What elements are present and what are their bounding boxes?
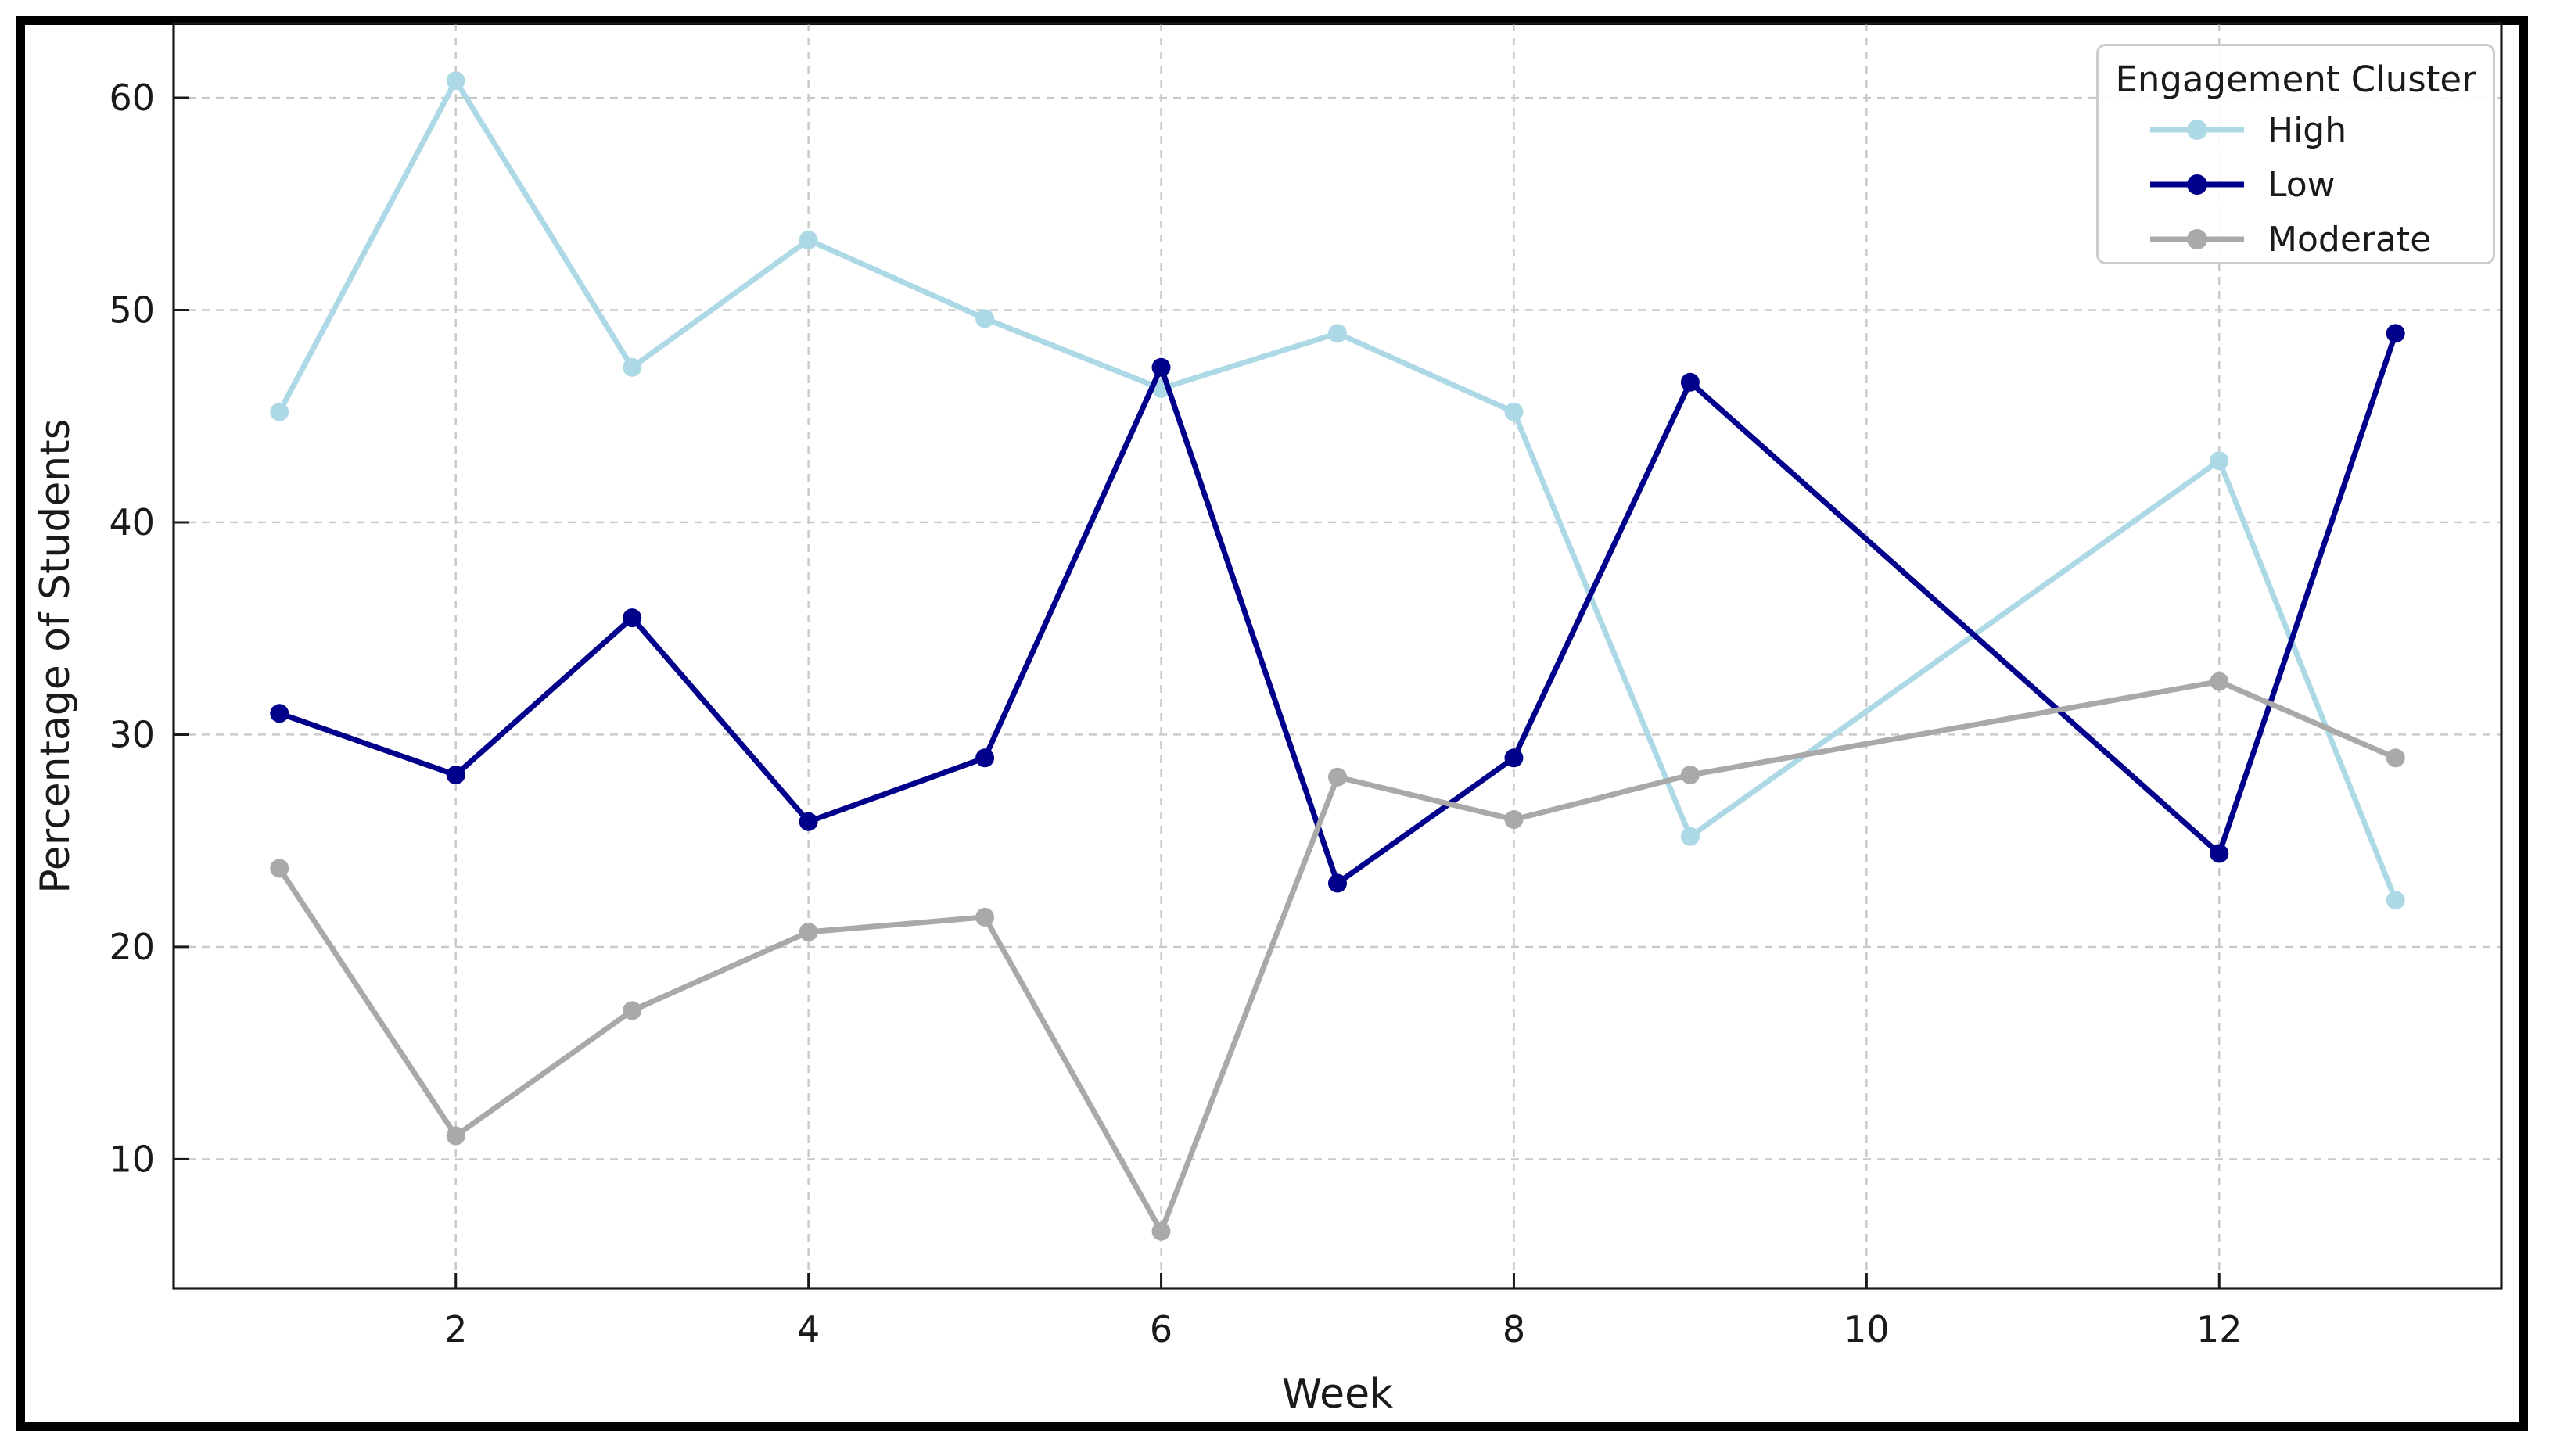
data-point-moderate-week1 [270,859,289,878]
data-point-high-week9 [1680,827,1700,846]
data-point-low-week1 [270,704,289,723]
series-line-moderate [276,679,2399,1235]
data-point-high-week3 [623,357,642,377]
x-tick-label: 12 [2196,1308,2242,1350]
x-tick-label: 8 [1503,1308,1525,1350]
data-point-low-week13 [2386,324,2405,343]
data-point-low-week4 [799,812,818,831]
legend-title: Engagement Cluster [2115,59,2476,100]
y-tick-label: 50 [109,289,155,331]
legend-swatch-moderate-icon [2150,229,2244,249]
data-point-moderate-week3 [623,1001,642,1020]
y-tick-label: 20 [109,926,155,968]
legend-entry-high: High [2114,102,2477,157]
data-point-high-week13 [2386,891,2405,910]
axes-layer: 2 4 6 8 10 12 10 20 30 40 50 60 [109,22,2503,1350]
data-point-high-week7 [1328,324,1347,343]
legend-entry-moderate: Moderate [2114,212,2477,267]
data-point-moderate-week7 [1328,767,1347,787]
series-line-low [276,330,2399,886]
legend-entry-low: Low [2114,157,2477,212]
axes-frame [172,22,2503,1290]
legend-entries: High Low Moderate [2114,102,2477,267]
data-point-low-week6 [1151,357,1171,377]
data-point-high-week1 [270,402,289,421]
data-point-low-week12 [2210,844,2229,863]
x-axis-label: Week [1282,1371,1393,1418]
data-point-low-week5 [975,748,995,768]
y-tick-label: 10 [109,1138,155,1180]
legend-swatch-high-icon [2150,120,2244,140]
x-tick-label: 10 [1844,1308,1890,1350]
data-point-moderate-week13 [2386,748,2405,768]
data-point-low-week7 [1328,873,1347,893]
data-point-moderate-week6 [1151,1221,1171,1241]
x-tick-label: 4 [797,1308,820,1350]
legend-swatch-low-icon [2150,174,2244,195]
grid-layer [174,23,2501,1289]
series-layer [270,71,2405,1241]
data-point-moderate-week2 [446,1126,465,1146]
x-tick-label: 2 [444,1308,467,1350]
data-point-moderate-week5 [975,907,995,927]
data-point-high-week4 [799,230,818,249]
data-point-moderate-week9 [1680,766,1700,785]
data-point-low-week3 [623,608,642,628]
y-tick-label: 40 [109,501,155,543]
data-point-low-week2 [446,766,465,785]
data-point-low-week8 [1504,748,1524,768]
data-point-moderate-week12 [2210,672,2229,691]
data-point-moderate-week4 [799,922,818,941]
data-point-high-week5 [975,309,995,328]
data-point-moderate-week8 [1504,810,1524,830]
data-point-high-week12 [2210,451,2229,471]
data-point-high-week2 [446,71,465,91]
legend: Engagement Cluster High Low Moderate [2096,44,2495,264]
y-tick-label: 30 [109,713,155,755]
x-tick-label: 6 [1150,1308,1172,1350]
legend-label: Low [2268,164,2336,205]
y-tick-label: 60 [109,77,155,119]
data-point-high-week8 [1504,402,1524,421]
legend-label: High [2268,109,2347,150]
y-axis-label: Percentage of Students [32,418,79,894]
data-point-low-week9 [1680,372,1700,392]
legend-label: Moderate [2268,219,2432,260]
